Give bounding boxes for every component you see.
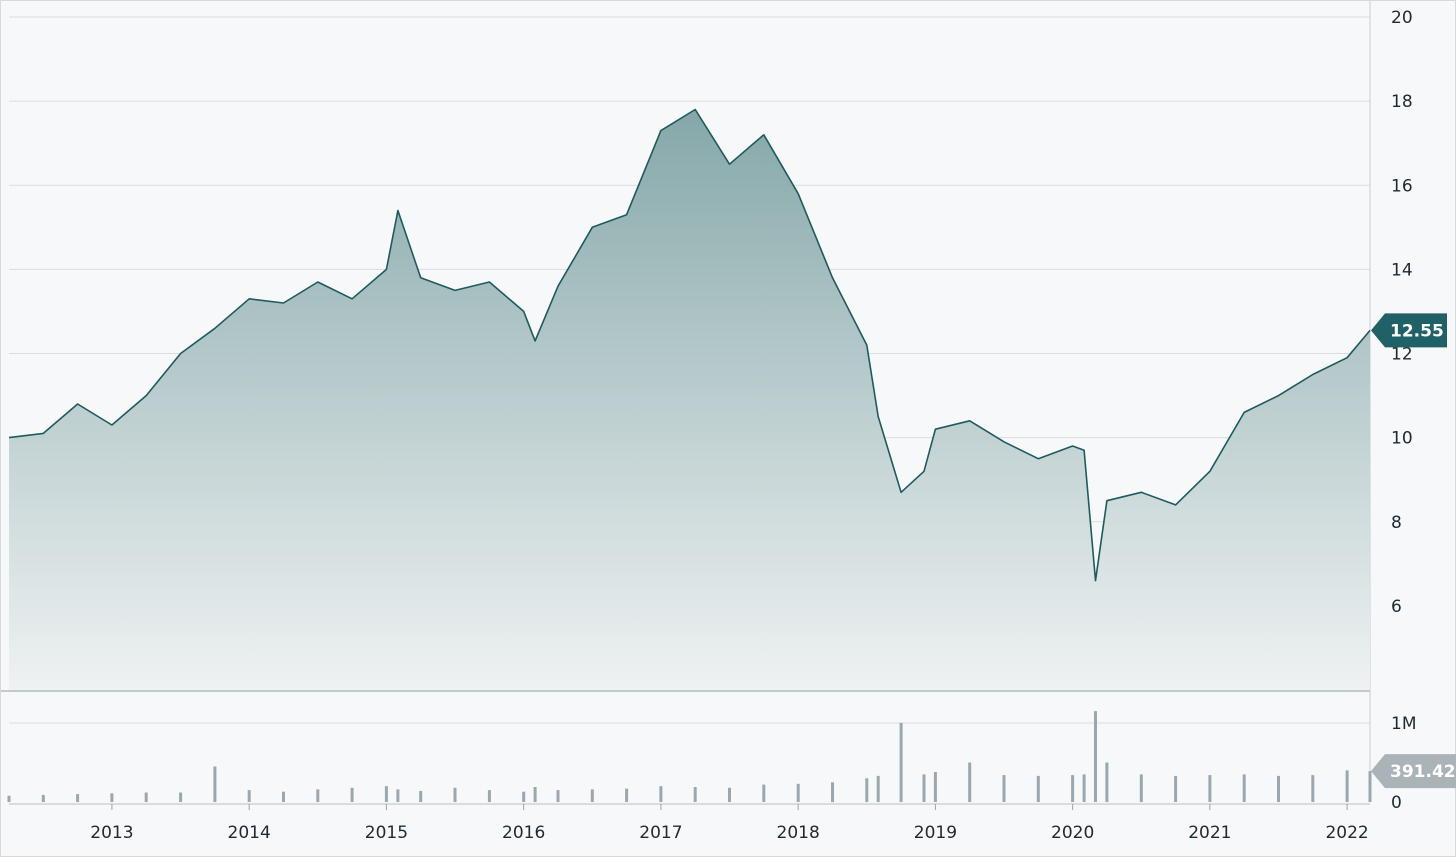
x-tick-label: 2022 [1325, 823, 1368, 843]
volume-bar [41, 794, 45, 802]
volume-bar [1105, 762, 1109, 802]
y-tick-label: 8 [1391, 513, 1402, 533]
volume-bar [590, 789, 594, 802]
x-tick-label: 2016 [502, 823, 545, 843]
last-value-badges: 12.55 391.42K [1371, 313, 1456, 789]
volume-bar [282, 791, 285, 802]
volume-bar [1368, 771, 1372, 802]
volume-bars [7, 711, 1372, 803]
volume-bar [728, 787, 731, 802]
volume-bar [693, 787, 697, 802]
volume-bar [247, 790, 251, 802]
volume-bar [1094, 711, 1097, 802]
volume-bar [522, 791, 526, 802]
y-tick-label: 16 [1391, 176, 1413, 196]
volume-bar [1345, 770, 1349, 802]
y-tick-label: 14 [1391, 260, 1413, 280]
x-tick-label: 2021 [1188, 823, 1231, 843]
y-tick-label: 20 [1391, 8, 1413, 28]
x-tick-label: 2017 [639, 823, 682, 843]
volume-bar [876, 775, 880, 802]
volume-bar [899, 723, 903, 802]
volume-tick-label: 0 [1391, 793, 1402, 813]
volume-last-label: 391.42K [1390, 762, 1456, 782]
volume-tick-label: 1M [1391, 714, 1416, 734]
y-tick-label: 18 [1391, 92, 1413, 112]
volume-bar [453, 787, 457, 802]
volume-bar [865, 778, 869, 802]
volume-bar [213, 766, 217, 802]
volume-bar [419, 790, 423, 802]
volume-bar [831, 782, 834, 803]
volume-bar [762, 784, 766, 802]
volume-bar [1208, 775, 1212, 802]
price-line [8, 108, 1371, 582]
volume-bar [796, 783, 800, 802]
price-area-fill [9, 109, 1370, 690]
volume-bar [1071, 775, 1075, 802]
volume-bar [1242, 774, 1246, 802]
x-axis-labels: 2013 2014 2015 2016 2017 2018 2019 2020 2021 2022 [90, 804, 1369, 843]
volume-bar [144, 792, 148, 802]
price-last-badge [1371, 313, 1447, 348]
volume-bar [110, 793, 114, 802]
volume-bar [1002, 775, 1006, 802]
price-last-label: 12.55 [1390, 321, 1444, 341]
volume-bar [533, 787, 537, 802]
volume-bar [1082, 774, 1086, 802]
volume-bar [384, 786, 388, 802]
y-tick-label: 10 [1391, 429, 1413, 449]
volume-bar [1174, 775, 1178, 802]
volume-bar [1036, 775, 1040, 802]
x-tick-label: 2015 [365, 823, 408, 843]
volume-bar [396, 789, 400, 802]
volume-bar [487, 790, 491, 802]
volume-bar [1139, 774, 1143, 802]
y-tick-label: 12 [1391, 345, 1413, 365]
volume-bar [933, 772, 937, 802]
volume-bar [1277, 775, 1280, 802]
y-axis-labels: 20 18 16 14 12 10 8 6 1M 0 [1391, 8, 1416, 813]
volume-bar [625, 788, 629, 802]
volume-bar [968, 762, 972, 802]
volume-bar [922, 774, 926, 802]
volume-bar [350, 787, 354, 802]
volume-bar [76, 794, 80, 802]
volume-bar [659, 786, 663, 802]
volume-bar [316, 789, 320, 802]
volume-last-badge [1371, 754, 1456, 789]
volume-bar [179, 792, 183, 802]
price-area [8, 108, 1371, 690]
x-tick-label: 2019 [914, 823, 957, 843]
volume-bar [556, 790, 560, 802]
y-tick-label: 6 [1391, 597, 1402, 617]
x-tick-label: 2020 [1051, 823, 1094, 843]
x-tick-label: 2018 [777, 823, 820, 843]
x-tick-label: 2014 [228, 823, 271, 843]
x-tick-label: 2013 [90, 823, 133, 843]
volume-bar [7, 795, 11, 802]
volume-bar [1311, 775, 1315, 802]
